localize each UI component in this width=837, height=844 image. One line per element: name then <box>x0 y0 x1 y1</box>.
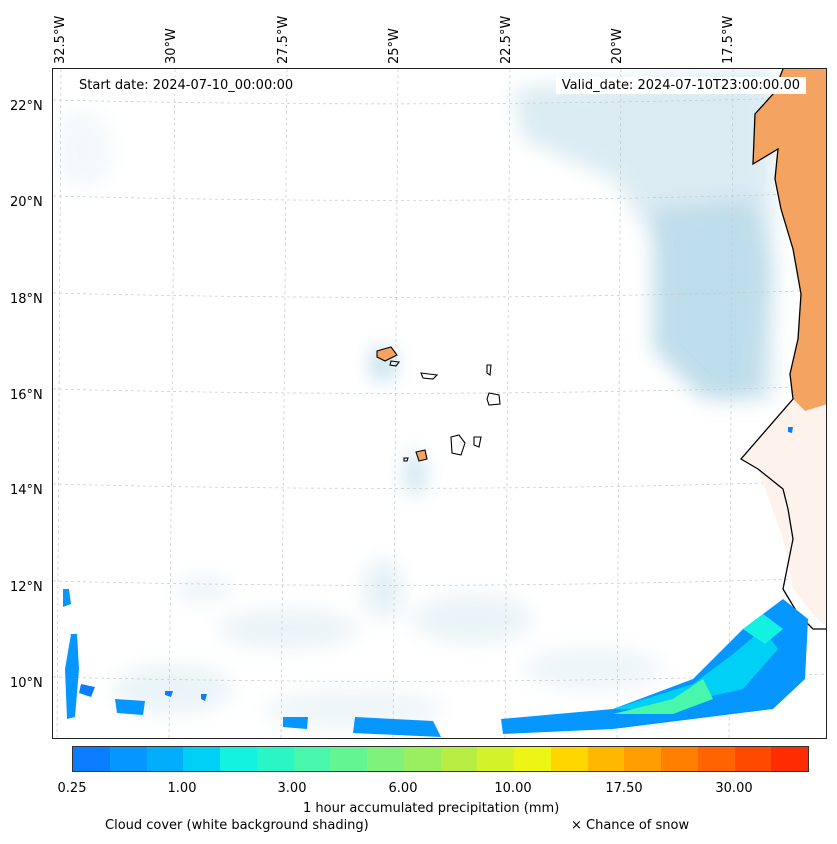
lat-label-12n: 12°N <box>10 580 43 595</box>
lon-label-22-5w: 22.5°W <box>499 15 514 64</box>
colorbar-swatch <box>293 747 331 771</box>
colorbar-tick-2: 3.00 <box>277 781 307 796</box>
colorbar-swatch <box>367 747 404 771</box>
colorbar-swatch <box>330 747 367 771</box>
lat-label-22n: 22°N <box>10 99 43 114</box>
lon-label-17-5w: 17.5°W <box>721 15 736 64</box>
colorbar-swatch <box>771 747 808 771</box>
colorbar-swatch <box>220 747 257 771</box>
africa-coastline <box>739 69 826 630</box>
colorbar-swatch <box>624 747 661 771</box>
precipitation-areas <box>63 427 808 737</box>
colorbar-swatch <box>109 747 147 771</box>
lon-label-25w: 25°W <box>387 28 402 64</box>
colorbar-title: 1 hour accumulated precipitation (mm) <box>303 801 560 816</box>
lat-label-20n: 20°N <box>10 195 43 210</box>
cloud-cover-legend: Cloud cover (white background shading) <box>105 818 369 833</box>
lat-label-16n: 16°N <box>10 388 43 403</box>
lat-label-18n: 18°N <box>10 292 43 307</box>
colorbar-tick-1: 1.00 <box>167 781 197 796</box>
colorbar-tick-5: 17.50 <box>605 781 643 796</box>
map-canvas <box>53 69 826 738</box>
lon-label-20w: 20°W <box>610 28 625 64</box>
colorbar-tick-0: 0.25 <box>57 781 87 796</box>
colorbar-swatch <box>661 747 698 771</box>
lon-label-32-5w: 32.5°W <box>53 15 68 64</box>
colorbar-swatch <box>477 747 514 771</box>
precipitation-colorbar <box>72 746 809 772</box>
lat-label-14n: 14°N <box>10 483 43 498</box>
colorbar-swatch <box>403 747 441 771</box>
colorbar-tick-6: 30.00 <box>715 781 753 796</box>
colorbar-swatch <box>587 747 625 771</box>
lon-label-30w: 30°W <box>164 28 179 64</box>
colorbar-swatch <box>440 747 478 771</box>
colorbar-swatch <box>73 747 110 771</box>
lat-label-10n: 10°N <box>10 676 43 691</box>
colorbar-swatch <box>183 747 220 771</box>
valid-date-label: Valid_date: 2024-07-10T23:00:00.00 <box>555 77 806 94</box>
colorbar-swatch <box>256 747 294 771</box>
cape-verde-islands <box>376 346 501 462</box>
start-date-label: Start date: 2024-07-10_00:00:00 <box>73 77 300 94</box>
colorbar-tick-3: 6.00 <box>388 781 418 796</box>
snow-legend: × Chance of snow <box>571 818 690 833</box>
colorbar-swatch <box>697 747 735 771</box>
colorbar-tick-4: 10.00 <box>494 781 532 796</box>
colorbar-swatch <box>734 747 772 771</box>
colorbar-swatch <box>550 747 588 771</box>
map-area[interactable]: Start date: 2024-07-10_00:00:00 Valid_da… <box>52 68 827 739</box>
lon-label-27-5w: 27.5°W <box>276 15 291 64</box>
colorbar-swatch <box>146 747 184 771</box>
cloud-cover-shading <box>53 69 773 729</box>
colorbar-swatch <box>514 747 551 771</box>
graticule <box>53 69 826 738</box>
